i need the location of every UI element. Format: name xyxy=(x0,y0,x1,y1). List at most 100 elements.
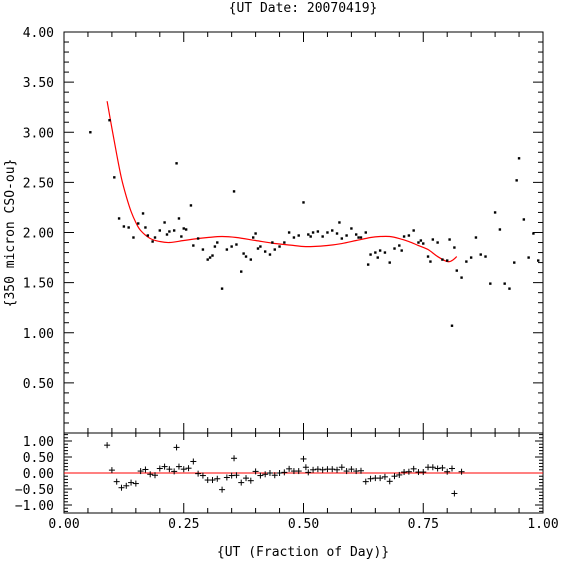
data-point xyxy=(537,259,540,262)
data-point xyxy=(271,241,274,244)
data-point xyxy=(436,241,439,244)
data-point xyxy=(522,218,526,221)
data-point xyxy=(216,241,219,244)
data-point xyxy=(189,204,193,207)
data-point xyxy=(220,287,224,290)
residual-point xyxy=(314,466,321,473)
data-point xyxy=(211,254,214,257)
data-point xyxy=(254,232,257,235)
data-point xyxy=(364,231,367,234)
data-point xyxy=(503,282,506,285)
x-tick-label: 0.50 xyxy=(288,517,319,532)
data-point xyxy=(244,255,248,258)
data-point xyxy=(366,263,370,266)
data-point xyxy=(141,212,145,215)
data-point xyxy=(407,234,411,237)
residual-point xyxy=(420,469,427,476)
x-tick-label: 0.75 xyxy=(408,517,439,532)
data-point xyxy=(345,234,348,237)
data-point xyxy=(177,217,181,220)
residual-y-tick-label: −0.50 xyxy=(15,483,54,498)
data-point xyxy=(446,259,449,262)
residual-point xyxy=(281,469,288,476)
data-point xyxy=(158,229,161,232)
data-point xyxy=(374,251,377,254)
data-point xyxy=(431,238,435,241)
residual-point xyxy=(173,444,180,451)
data-point xyxy=(309,235,312,238)
data-point xyxy=(469,256,473,259)
x-tick-label: 1.00 xyxy=(527,517,558,532)
main-y-tick-label: 3.00 xyxy=(23,126,54,141)
data-point xyxy=(412,229,415,232)
main-y-tick-label: 4.00 xyxy=(23,26,54,41)
main-frame xyxy=(63,31,544,434)
data-point xyxy=(402,235,406,238)
data-point xyxy=(489,282,492,285)
data-point xyxy=(302,201,305,204)
residual-point xyxy=(262,471,269,478)
y-axis-label: {350 micron CSO-ou} xyxy=(3,159,18,308)
residual-point xyxy=(343,468,350,475)
data-point xyxy=(278,245,281,248)
data-point xyxy=(225,248,229,251)
data-point xyxy=(201,248,205,251)
main-y-tick-label: 2.00 xyxy=(23,227,54,242)
residual-point xyxy=(152,472,159,479)
residual-point xyxy=(451,490,458,497)
data-point xyxy=(180,235,183,238)
data-point xyxy=(249,258,253,261)
data-point xyxy=(479,253,482,256)
residual-point xyxy=(195,470,202,477)
data-point xyxy=(340,237,344,240)
data-point xyxy=(206,258,209,261)
chart-title: {UT Date: 20070419} xyxy=(229,1,378,16)
main-panel-axes xyxy=(63,31,544,434)
data-point xyxy=(359,236,363,239)
residual-point xyxy=(185,465,192,472)
data-point xyxy=(527,256,530,259)
residual-point xyxy=(161,463,168,470)
residual-point xyxy=(348,466,355,473)
residual-point xyxy=(123,482,130,489)
residual-point xyxy=(209,477,216,484)
residual-point xyxy=(357,467,364,474)
data-point xyxy=(146,234,150,237)
main-y-tick-label: 0.50 xyxy=(23,377,54,392)
residual-point xyxy=(247,477,254,484)
data-point xyxy=(453,246,456,249)
residual-point xyxy=(276,470,283,476)
residual-point xyxy=(458,468,465,475)
data-point xyxy=(182,227,185,230)
data-point xyxy=(338,221,341,224)
residual-point xyxy=(367,475,374,482)
data-point xyxy=(252,236,255,239)
data-point xyxy=(393,247,396,250)
data-point xyxy=(450,324,454,327)
main-y-tick-label: 3.50 xyxy=(23,76,54,91)
residual-point xyxy=(257,472,264,479)
residual-point xyxy=(104,442,111,449)
residual-point xyxy=(214,475,221,482)
main-data-points xyxy=(89,119,540,327)
data-point xyxy=(113,176,116,179)
data-point xyxy=(232,190,236,193)
data-point xyxy=(175,162,178,165)
data-point xyxy=(316,230,320,233)
data-point xyxy=(122,225,126,228)
data-point xyxy=(326,231,329,234)
residual-point xyxy=(305,469,312,476)
residual-point xyxy=(300,455,307,462)
x-tick-label: 0.00 xyxy=(48,517,79,532)
data-point xyxy=(263,250,267,253)
data-point xyxy=(297,234,300,237)
data-point xyxy=(383,251,387,254)
residual-point xyxy=(118,484,125,491)
residual-point xyxy=(377,475,384,482)
data-point xyxy=(240,270,243,273)
data-point xyxy=(517,157,521,160)
residual-point xyxy=(302,464,309,471)
residual-point xyxy=(223,474,230,481)
residual-point xyxy=(219,486,226,493)
